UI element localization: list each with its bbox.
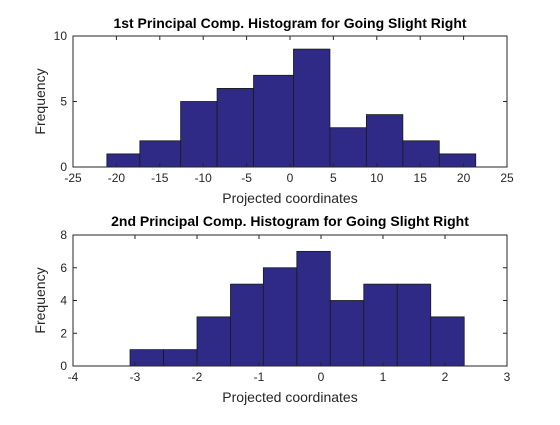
x-axis-label-2: Projected coordinates	[222, 389, 357, 405]
x-tick-label-2-2: -3	[130, 370, 141, 384]
histogram-1-bar-5	[253, 74, 294, 168]
x-tick-label-1-11: 25	[500, 171, 514, 185]
y-tick-label-2-3: 4	[60, 294, 67, 308]
x-axis-label-1: Projected coordinates	[222, 190, 357, 206]
x-ticks-1: -25 -20 -15 -10 -5 0 5 10 15 20 25	[64, 36, 514, 185]
x-tick-label-2-1: -4	[68, 370, 79, 384]
histogram-1: 1st Principal Comp. Histogram for Going …	[32, 15, 514, 206]
x-tick-label-1-7: 5	[330, 171, 337, 185]
x-tick-label-2-6: 1	[380, 370, 387, 384]
x-tick-label-2-5: 0	[318, 370, 325, 384]
histogram-2-bar-2	[163, 349, 198, 367]
y-axis-label-1: Frequency	[32, 68, 48, 134]
x-tick-label-1-4: -10	[195, 171, 213, 185]
histogram-1-bar-4	[216, 88, 254, 168]
x-tick-label-1-9: 15	[414, 171, 428, 185]
y-ticks-1: 0 5 10	[54, 29, 507, 174]
histogram-2: 2nd Principal Comp. Histogram for Going …	[32, 213, 511, 405]
y-tick-label-2-2: 2	[60, 326, 67, 340]
y-ticks-2: 0 2 4 6 8	[60, 228, 507, 373]
histogram-1-bar-6	[293, 48, 331, 168]
x-tick-label-1-10: 20	[457, 171, 471, 185]
chart-title-2: 2nd Principal Comp. Histogram for Going …	[111, 213, 469, 229]
chart-title-1: 1st Principal Comp. Histogram for Going …	[113, 15, 466, 31]
y-tick-label-2-1: 0	[60, 359, 67, 373]
histogram-1-bar-3	[180, 101, 218, 168]
y-tick-label-1-2: 5	[60, 95, 67, 109]
x-tick-label-1-6: 0	[287, 171, 294, 185]
histogram-1-bar-8	[365, 114, 404, 168]
histogram-2-bar-4	[230, 283, 264, 367]
x-tick-label-2-4: -1	[254, 370, 265, 384]
histogram-1-bar-1	[106, 153, 141, 168]
histogram-2-bar-6	[296, 250, 331, 367]
histogram-1-bar-2	[139, 140, 182, 168]
histogram-2-bar-8	[363, 283, 398, 367]
bars-1	[106, 48, 477, 168]
y-axis-label-2: Frequency	[32, 267, 48, 333]
x-tick-label-1-1: -25	[64, 171, 82, 185]
x-ticks-2: -4 -3 -2 -1 0 1 2 3	[68, 235, 511, 384]
histogram-2-bar-5	[262, 267, 298, 367]
bars-2	[129, 250, 465, 367]
x-tick-label-1-8: 10	[370, 171, 384, 185]
y-tick-label-1-1: 0	[60, 160, 67, 174]
x-tick-label-1-2: -20	[108, 171, 126, 185]
histogram-1-bar-9	[402, 140, 440, 168]
x-tick-label-1-3: -15	[151, 171, 169, 185]
y-tick-label-1-3: 10	[54, 29, 68, 43]
histogram-2-bar-7	[329, 300, 365, 367]
x-tick-label-1-5: -5	[241, 171, 252, 185]
histogram-2-bar-9	[396, 283, 432, 367]
y-tick-label-2-4: 6	[60, 261, 67, 275]
histogram-1-bar-7	[329, 127, 367, 168]
histogram-2-bar-3	[196, 316, 231, 367]
x-tick-label-2-7: 2	[442, 370, 449, 384]
y-tick-label-2-5: 8	[60, 228, 67, 242]
x-tick-label-2-3: -2	[192, 370, 203, 384]
histogram-1-bar-10	[438, 153, 477, 168]
histogram-2-bar-10	[430, 316, 465, 367]
x-tick-label-2-8: 3	[504, 370, 511, 384]
